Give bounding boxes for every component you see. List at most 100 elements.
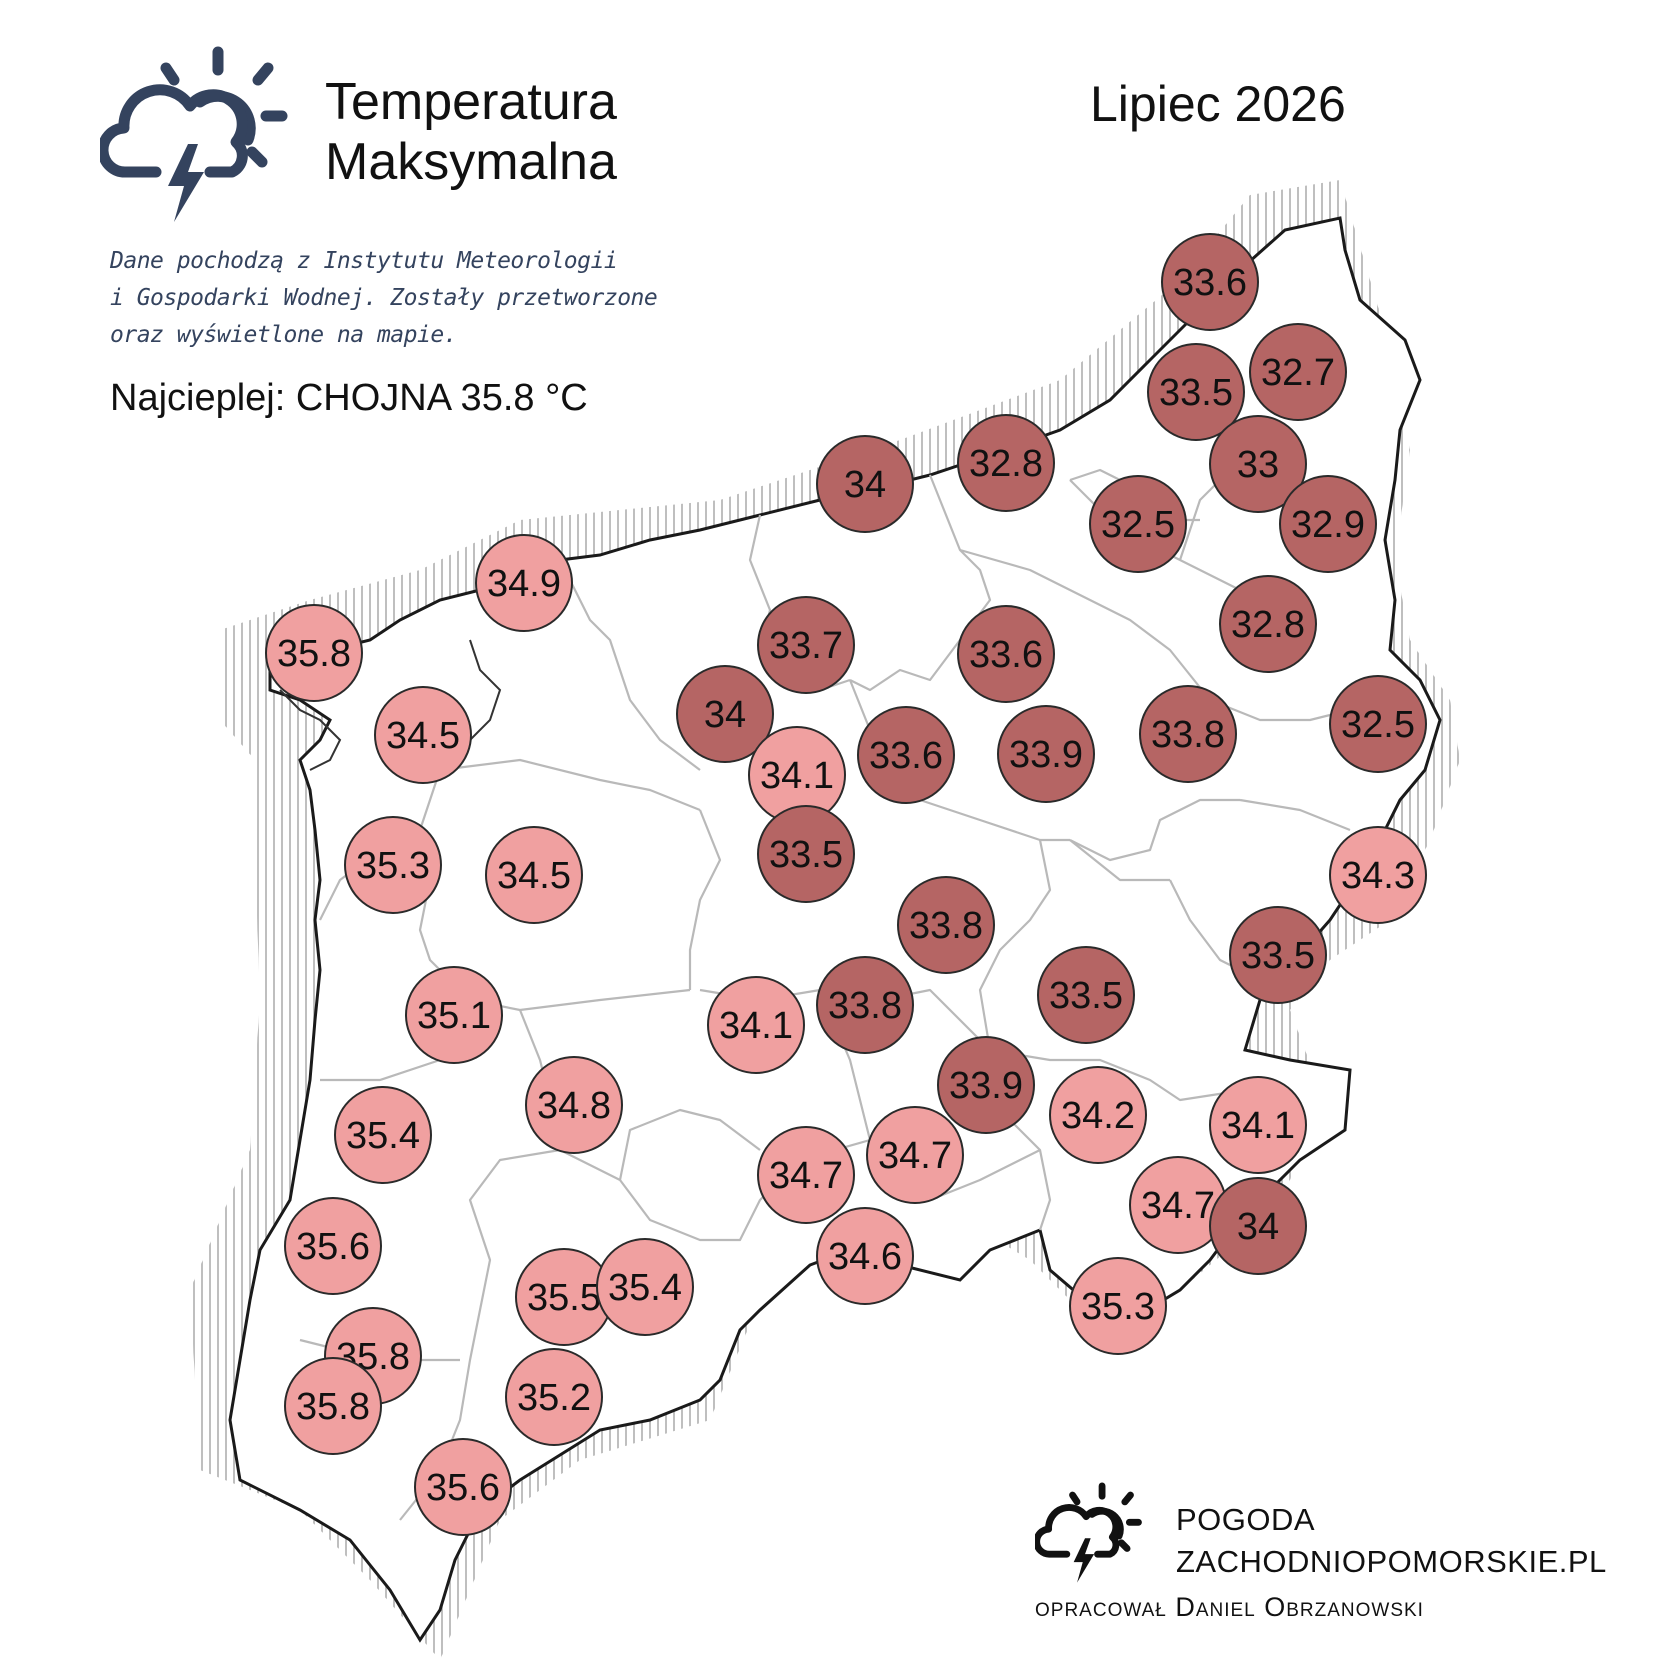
station-circle [344,816,442,914]
station-marker: 34.9 [475,534,573,632]
station-circle [857,706,955,804]
station-circle [405,966,503,1064]
source-line-1: Dane pochodzą z Instytutu Meteorologii [110,248,618,274]
station-circle [414,1438,512,1536]
station-temperature-label: 34.7 [769,1155,843,1197]
station-temperature-label: 35.5 [527,1277,601,1319]
station-circle [957,605,1055,703]
title-line-1: Temperatura [325,73,617,131]
station-temperature-label: 32.5 [1101,504,1175,546]
station-temperature-label: 35.6 [426,1467,500,1509]
station-temperature-label: 34.5 [386,715,460,757]
station-temperature-label: 35.3 [356,845,430,887]
station-marker: 33.5 [1229,906,1327,1004]
station-marker: 33 [1209,415,1307,513]
station-circle [1329,826,1427,924]
station-marker: 32.5 [1089,475,1187,573]
station-marker: 34.8 [525,1056,623,1154]
station-marker: 35.3 [1069,1257,1167,1355]
title-line-2: Maksymalna [325,133,617,191]
station-temperature-label: 32.5 [1341,704,1415,746]
station-circle [284,1197,382,1295]
station-marker: 35.8 [284,1357,382,1455]
storm-cloud-sun-brand-icon [1035,1482,1142,1583]
station-circle [997,705,1095,803]
station-circle [957,414,1055,512]
station-marker: 32.7 [1249,323,1347,421]
station-temperature-label: 34.1 [1221,1105,1295,1147]
station-circle [1147,343,1245,441]
station-marker: 33.5 [757,805,855,903]
station-marker: 35.8 [265,604,363,702]
station-marker: 33.5 [1147,343,1245,441]
station-marker: 32.8 [1219,575,1317,673]
station-marker: 33.6 [957,605,1055,703]
station-temperature-label: 34.2 [1061,1095,1135,1137]
station-circle [1069,1257,1167,1355]
station-marker: 33.6 [857,706,955,804]
station-circle [676,665,774,763]
station-temperature-label: 33.9 [949,1065,1023,1107]
station-marker: 32.9 [1279,475,1377,573]
station-temperature-label: 34 [844,464,886,506]
station-marker: 35.3 [344,816,442,914]
station-circle [1209,1076,1307,1174]
station-marker: 32.5 [1329,675,1427,773]
station-circle [1249,323,1347,421]
station-marker: 33.8 [1139,685,1237,783]
station-marker: 35.5 [515,1248,613,1346]
station-marker: 33.6 [1161,233,1259,331]
station-circle [757,805,855,903]
map-title: Temperatura Maksymalna [325,72,617,192]
station-marker: 33.9 [937,1036,1035,1134]
station-temperature-label: 33.5 [1049,975,1123,1017]
station-temperature-label: 34 [704,694,746,736]
station-temperature-label: 33.8 [1151,714,1225,756]
station-circle [374,686,472,784]
station-circle [707,976,805,1074]
station-temperature-label: 34.1 [719,1005,793,1047]
source-line-3: oraz wyświetlone na mapie. [110,322,458,348]
station-temperature-label: 33.5 [769,834,843,876]
station-temperature-label: 34.7 [878,1135,952,1177]
station-temperature-label: 34.7 [1141,1185,1215,1227]
station-circle [937,1036,1035,1134]
station-circle [485,826,583,924]
brand-name: POGODA ZACHODNIOPOMORSKIE.PL [1176,1499,1607,1583]
station-circle [1049,1066,1147,1164]
station-temperature-label: 34.6 [828,1236,902,1278]
station-circle [284,1357,382,1455]
station-circle [1139,685,1237,783]
station-marker: 33.8 [897,876,995,974]
data-source-note: Dane pochodzą z Instytutu Meteorologii i… [110,243,670,354]
station-temperature-label: 34.3 [1341,855,1415,897]
station-temperature-label: 34.5 [497,855,571,897]
station-temperature-label: 34.1 [760,755,834,797]
station-marker: 34.1 [707,976,805,1074]
station-marker: 33.5 [1037,946,1135,1044]
station-temperature-label: 34.8 [537,1085,611,1127]
station-temperature-label: 34 [1237,1206,1279,1248]
station-circle [1229,906,1327,1004]
station-circle [475,534,573,632]
station-temperature-label: 35.1 [417,995,491,1037]
station-circle [866,1106,964,1204]
station-circle [1037,946,1135,1044]
station-temperature-label: 34.9 [487,563,561,605]
station-marker: 35.4 [334,1086,432,1184]
station-temperature-label: 32.7 [1261,352,1335,394]
station-temperature-label: 35.3 [1081,1286,1155,1328]
station-marker: 35.1 [405,966,503,1064]
storm-cloud-sun-icon [100,46,288,222]
station-circle [816,435,914,533]
station-circle [816,956,914,1054]
station-temperature-label: 33.5 [1159,372,1233,414]
station-marker: 34.3 [1329,826,1427,924]
station-temperature-label: 32.8 [969,443,1043,485]
station-temperature-label: 32.9 [1291,504,1365,546]
station-circle [1161,233,1259,331]
station-temperature-label: 32.8 [1231,604,1305,646]
station-circle [757,1126,855,1224]
